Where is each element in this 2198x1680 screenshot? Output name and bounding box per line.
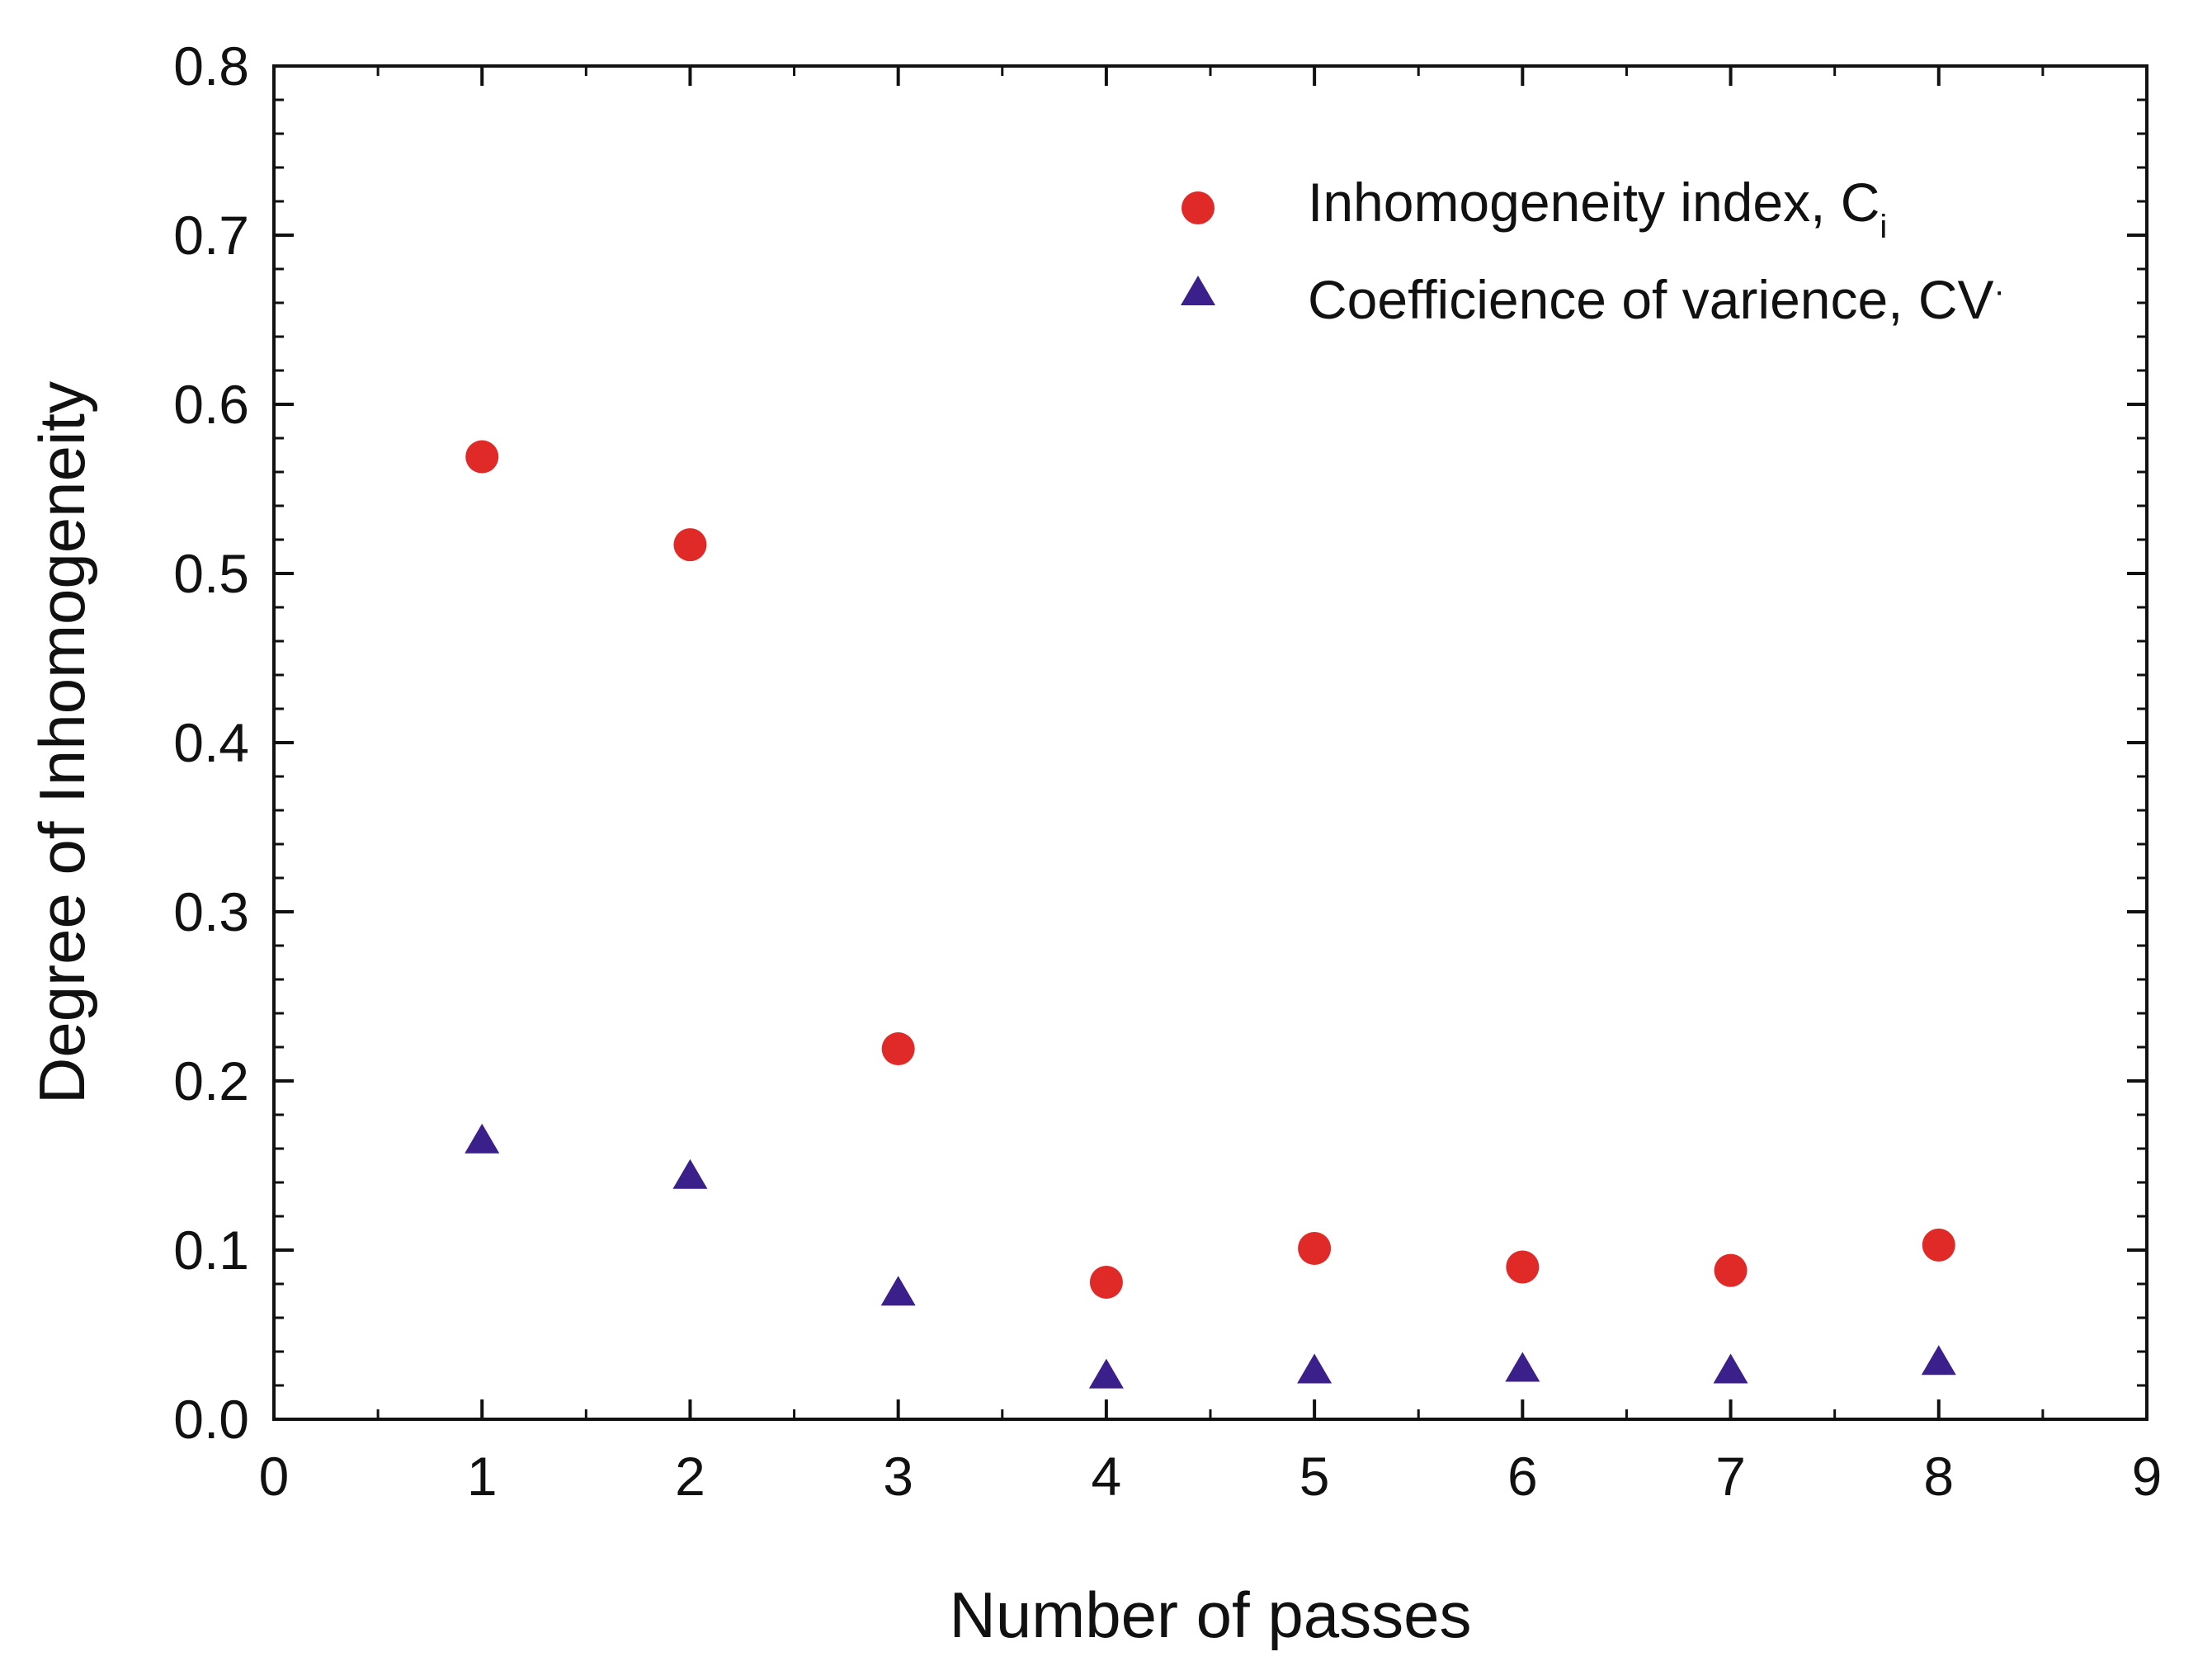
legend-label-ci: Inhomogeneity index, Ci <box>1308 172 1887 245</box>
legend-marker-cv <box>1181 276 1215 305</box>
ci-point <box>1089 1265 1123 1299</box>
ci-point <box>1922 1228 1955 1262</box>
legend: Inhomogeneity index, Ci Coefficience of … <box>1181 172 2005 330</box>
y-tick-label: 0.8 <box>173 35 249 97</box>
y-axis-title: Degree of Inhomogeneity <box>26 381 98 1104</box>
ci-point <box>1506 1250 1540 1284</box>
cv-point <box>465 1123 500 1154</box>
x-tick-label: 8 <box>1923 1446 1954 1507</box>
plot-frame <box>272 64 2148 1421</box>
cv-point <box>1921 1345 1956 1376</box>
legend-label-cv: Coefficience of varience, CV· <box>1308 269 2005 330</box>
x-axis-title: Number of passes <box>950 1579 1472 1651</box>
y-tick-label: 0.0 <box>173 1389 249 1450</box>
x-tick-label: 7 <box>1715 1446 1746 1507</box>
ci-point <box>1298 1231 1332 1265</box>
y-tick-label: 0.1 <box>173 1220 249 1281</box>
ci-point <box>1714 1253 1748 1287</box>
y-tick-label: 0.3 <box>173 881 249 942</box>
legend-label-cv-main: Coefficience of varience, CV <box>1308 269 1994 330</box>
ci-point <box>881 1032 915 1066</box>
cv-point <box>1713 1353 1748 1384</box>
x-tick-label: 5 <box>1299 1446 1330 1507</box>
y-tick-label: 0.2 <box>173 1050 249 1111</box>
data-markers <box>465 440 1956 1389</box>
legend-marker-ci <box>1182 191 1215 224</box>
y-tick-label: 0.6 <box>173 374 249 435</box>
cv-point <box>1088 1358 1124 1389</box>
ci-point <box>673 528 707 562</box>
x-tick-label: 9 <box>2132 1446 2163 1507</box>
ci-point <box>465 440 499 474</box>
cv-point <box>1505 1352 1540 1382</box>
legend-label-cv-suffix: · <box>1994 273 2005 309</box>
tick-labels: 0 1 2 3 4 5 6 7 8 9 0.0 0.1 0.2 0.3 0.4 0.5 0.6 0.7 0.8 <box>173 35 2162 1507</box>
legend-label-ci-main: Inhomogeneity index, C <box>1308 172 1880 233</box>
x-tick-label: 2 <box>675 1446 705 1507</box>
x-tick-label: 1 <box>467 1446 498 1507</box>
x-tick-label: 4 <box>1092 1446 1122 1507</box>
legend-label-ci-subscript: i <box>1880 209 1887 245</box>
cv-point <box>1297 1353 1332 1384</box>
cv-point <box>880 1276 916 1306</box>
y-tick-label: 0.5 <box>173 543 249 604</box>
y-tick-label: 0.7 <box>173 205 249 266</box>
cv-point <box>672 1159 708 1189</box>
x-tick-label: 3 <box>883 1446 913 1507</box>
x-tick-label: 6 <box>1507 1446 1538 1507</box>
x-tick-label: 0 <box>259 1446 290 1507</box>
y-tick-label: 0.4 <box>173 712 249 773</box>
